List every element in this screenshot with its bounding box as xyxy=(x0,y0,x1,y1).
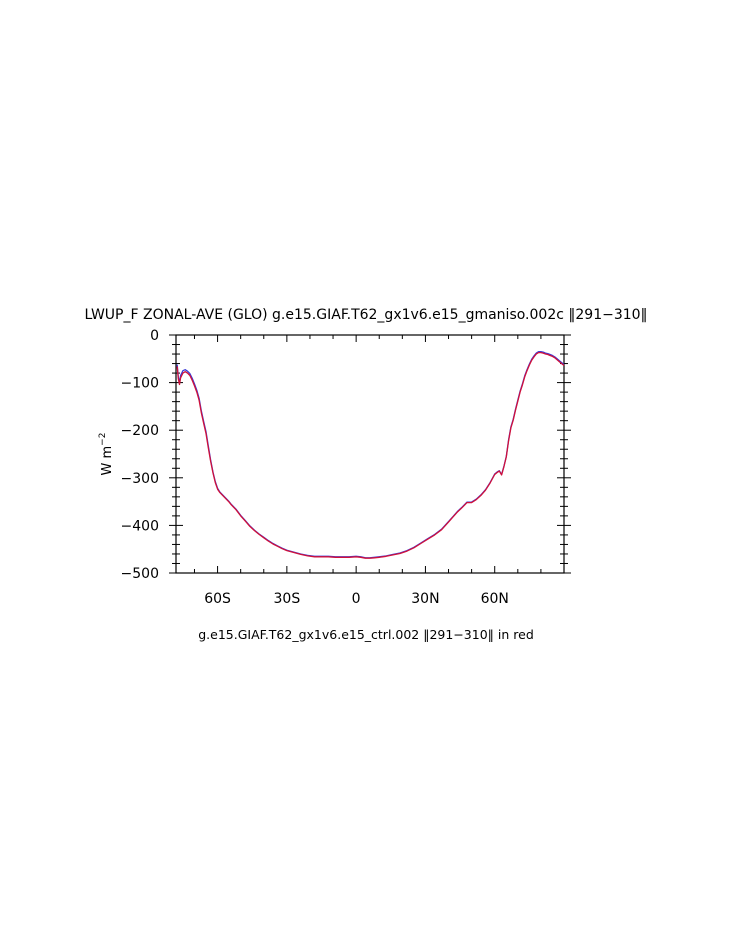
x-tick-label: 60N xyxy=(481,591,509,607)
y-tick-label: −100 xyxy=(121,376,159,392)
minor-ticks xyxy=(169,334,571,574)
y-tick-label: −200 xyxy=(121,423,159,439)
x-tick-label: 60S xyxy=(204,591,231,607)
x-tick-label: 30N xyxy=(411,591,439,607)
x-tick-label: 0 xyxy=(352,591,361,607)
x-tick-label: 30S xyxy=(274,591,301,607)
y-tick-labels: 0 −100 −200 −300 −400 −500 xyxy=(121,328,159,582)
y-axis-label-unit: W m xyxy=(100,446,115,476)
y-tick-label: −400 xyxy=(121,518,159,534)
chart-footnote: g.e15.GIAF.T62_gx1v6.e15_ctrl.002 ‖291−3… xyxy=(198,627,534,642)
y-axis-label: W m−2 xyxy=(98,433,115,476)
y-tick-label: −500 xyxy=(121,566,159,582)
x-tick-labels: 60S 30S 0 30N 60N xyxy=(204,591,509,607)
plot-area: 60S 30S 0 30N 60N 0 −100 −200 −300 −400 −500 xyxy=(121,328,571,607)
y-tick-label: 0 xyxy=(150,328,159,344)
series-line-2 xyxy=(176,351,565,559)
y-axis-label-exponent: −2 xyxy=(98,433,108,446)
y-tick-label: −300 xyxy=(121,471,159,487)
chart-title: LWUP_F ZONAL-AVE (GLO) g.e15.GIAF.T62_gx… xyxy=(84,307,647,323)
plot-frame xyxy=(175,334,565,574)
series-layer xyxy=(176,351,565,559)
